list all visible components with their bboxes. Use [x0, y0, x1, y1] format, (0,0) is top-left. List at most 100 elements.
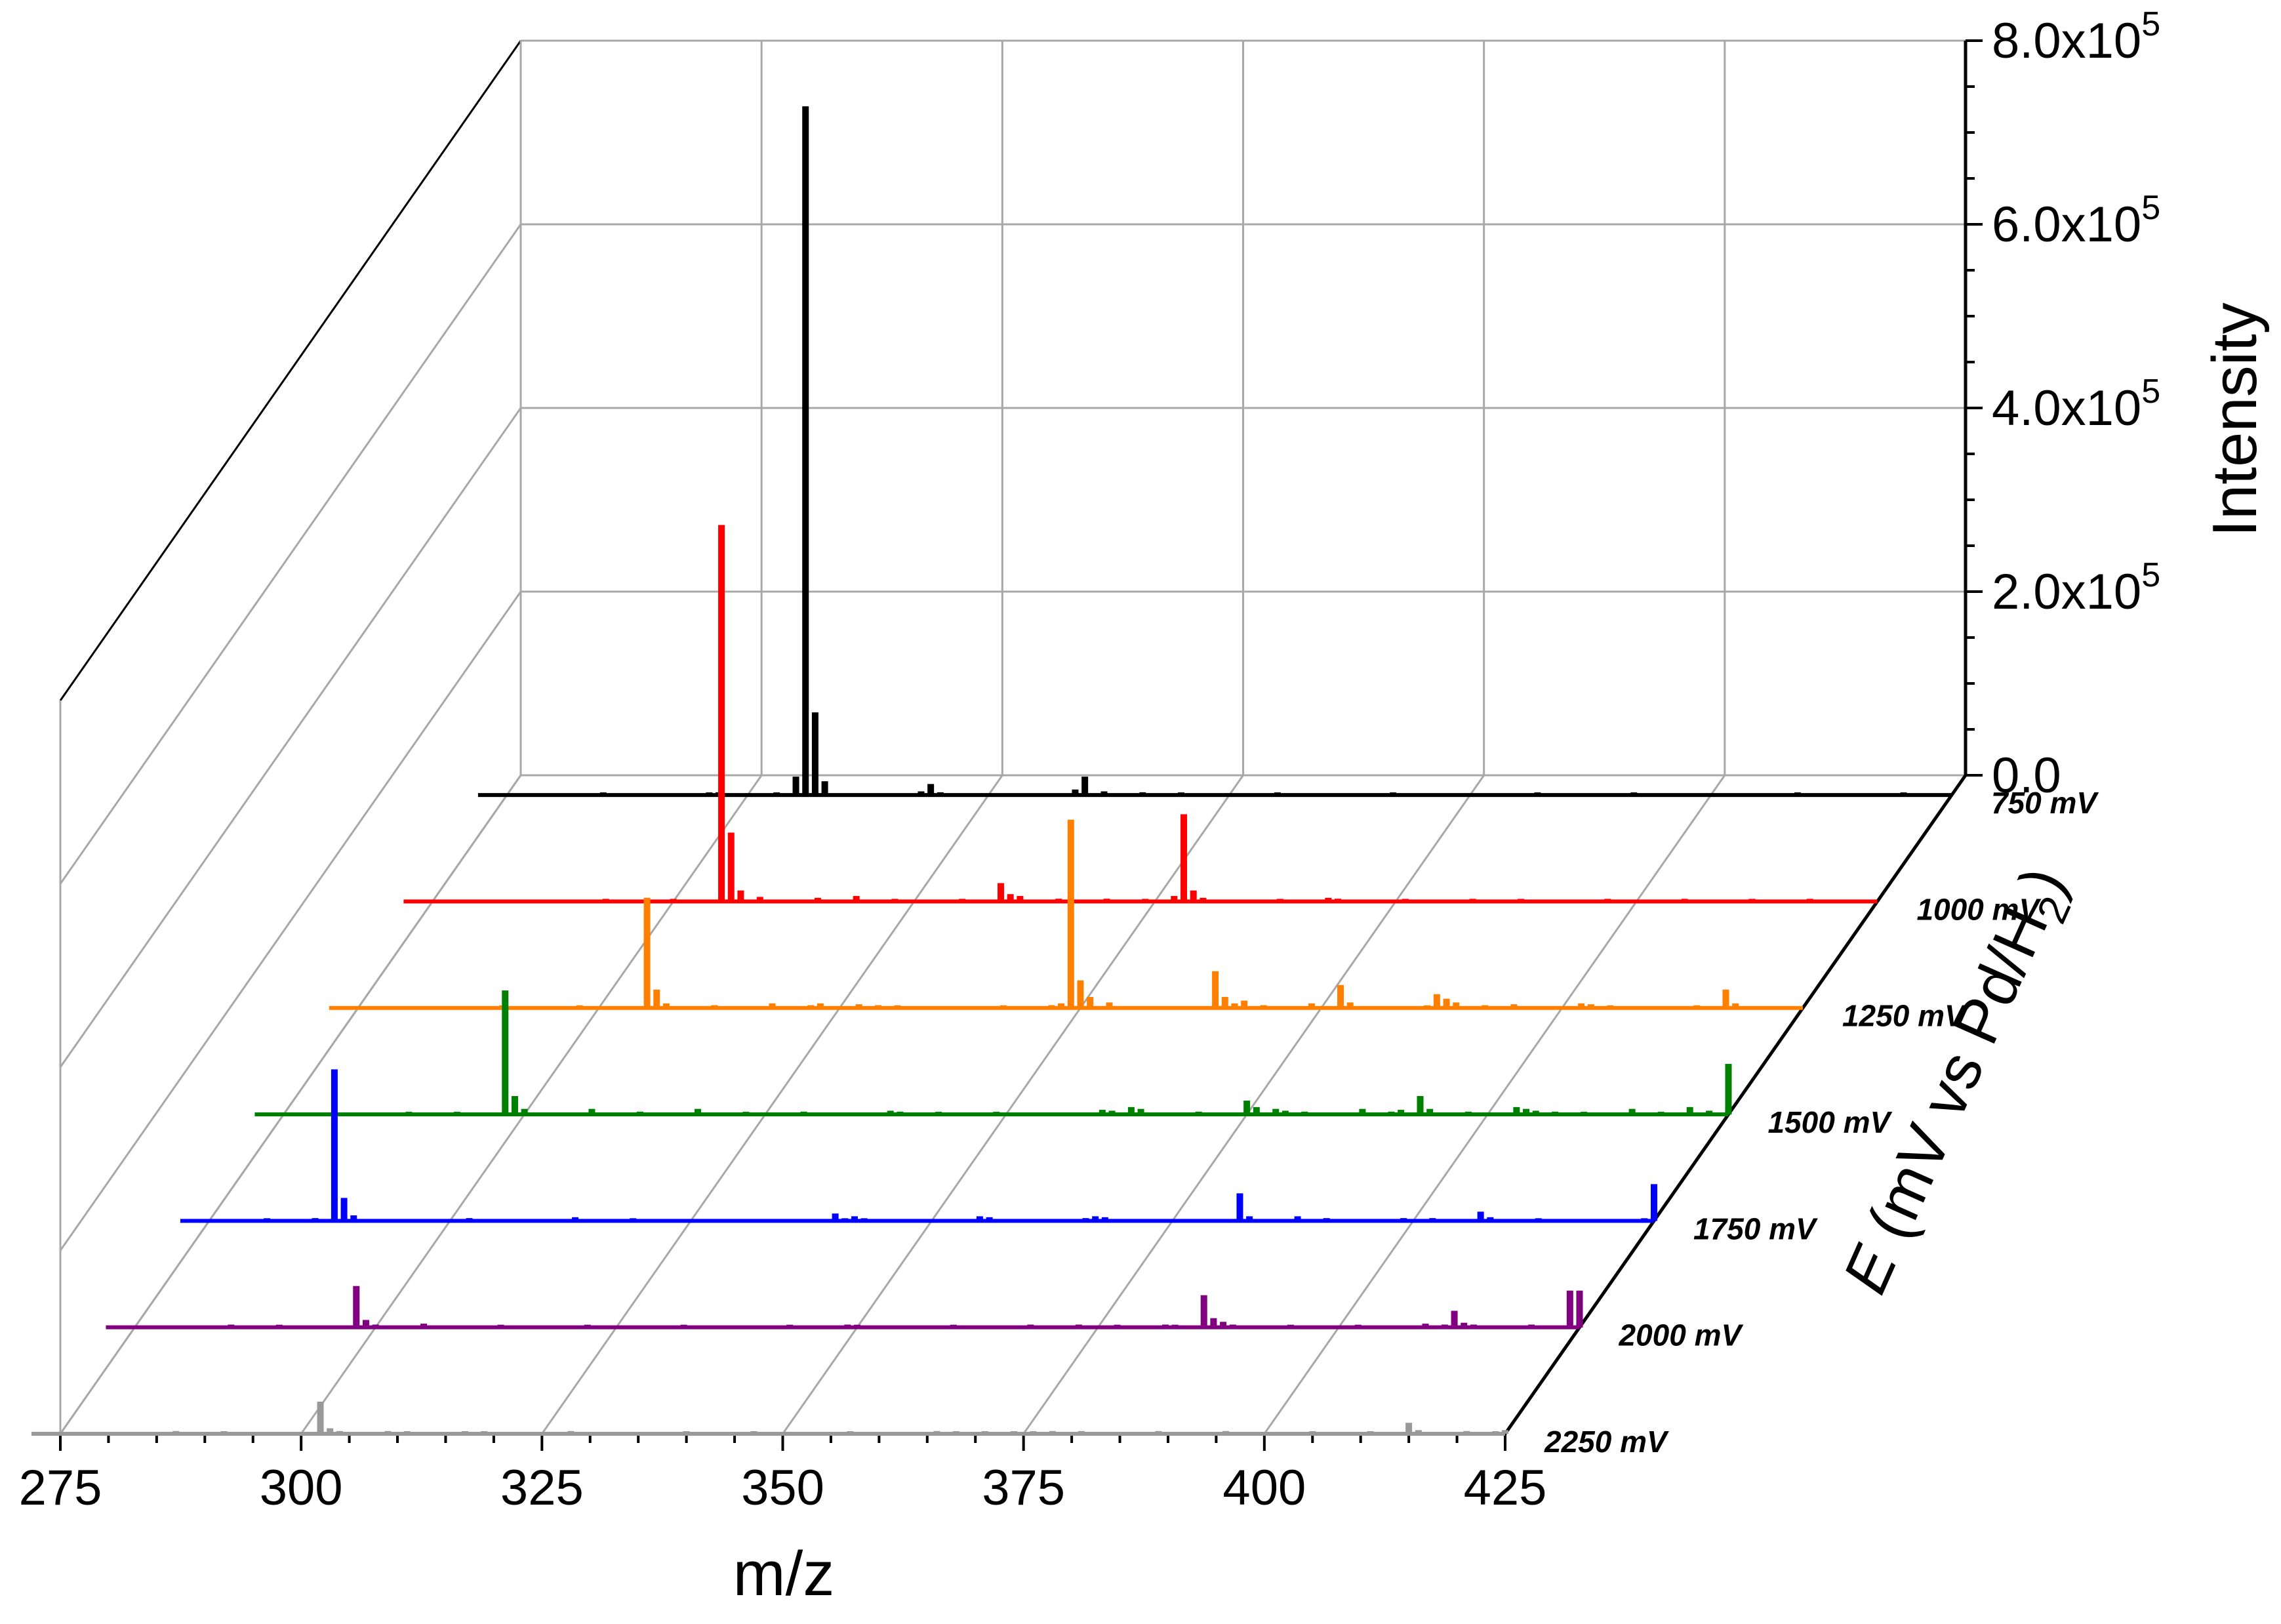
peak-stick	[567, 1431, 575, 1434]
peak-stick	[1748, 899, 1756, 902]
peak-stick	[1222, 1431, 1230, 1434]
peak-stick	[1693, 1005, 1701, 1008]
peak-stick	[466, 1218, 473, 1221]
peak-stick	[1246, 1216, 1253, 1221]
peak-stick	[718, 525, 725, 902]
peak-stick	[1566, 1290, 1573, 1328]
peak-stick	[1220, 1322, 1227, 1328]
peak-stick	[927, 784, 935, 796]
peak-stick	[1082, 1218, 1089, 1221]
z-tick-label: 4.0x105	[1992, 373, 2160, 436]
peak-stick	[572, 1217, 579, 1221]
series-2000-mV	[106, 1286, 1583, 1330]
peak-stick	[756, 897, 763, 902]
peak-stick	[1426, 1108, 1434, 1115]
series-label: 750 mV	[1991, 786, 2099, 820]
series-1000-mV	[403, 525, 1878, 904]
peak-stick	[1210, 1318, 1217, 1328]
peak-stick	[228, 1324, 235, 1328]
peak-stick	[1443, 998, 1450, 1008]
peak-stick	[891, 899, 898, 902]
peak-stick	[1400, 1218, 1407, 1221]
peak-stick	[1641, 1218, 1648, 1221]
peak-stick	[1308, 1003, 1315, 1008]
peak-stick	[1398, 1110, 1405, 1115]
peak-stick	[1581, 1112, 1588, 1115]
peak-stick	[1142, 899, 1149, 902]
peak-stick	[986, 1217, 993, 1221]
peak-stick	[1323, 1218, 1330, 1221]
peak-stick	[1354, 1324, 1362, 1328]
peak-stick	[497, 1324, 504, 1328]
peak-stick	[993, 1112, 1000, 1115]
peak-stick	[711, 1005, 718, 1008]
peak-stick	[1181, 814, 1188, 902]
peak-stick	[1510, 1004, 1518, 1008]
z-tick-label: 8.0x105	[1992, 5, 2160, 69]
peak-stick	[742, 1112, 750, 1115]
peak-stick	[461, 1431, 468, 1434]
peak-stick	[1075, 1324, 1082, 1328]
peak-stick	[403, 1431, 411, 1434]
peak-stick	[1422, 1324, 1429, 1328]
floor-grid	[300, 775, 763, 1434]
peak-stick	[340, 1198, 348, 1221]
peak-stick	[1552, 1111, 1559, 1115]
x-tick-label: 325	[500, 1460, 584, 1516]
peak-stick	[1334, 899, 1341, 902]
peak-stick	[959, 899, 966, 902]
peak-stick	[1103, 899, 1110, 902]
peak-stick	[1523, 1108, 1530, 1115]
peak-stick	[327, 1428, 334, 1434]
peak-stick	[1195, 1111, 1202, 1115]
peak-stick	[576, 1005, 583, 1008]
peak-stick	[275, 1324, 283, 1328]
peak-stick	[521, 1108, 528, 1115]
peak-stick	[683, 1431, 690, 1434]
peak-stick	[1607, 1005, 1614, 1008]
peak-stick	[1532, 1110, 1539, 1115]
peak-stick	[1231, 1003, 1238, 1008]
peak-stick	[1487, 1217, 1494, 1221]
peak-stick	[1171, 896, 1178, 902]
peak-stick	[453, 1112, 460, 1115]
peak-stick	[981, 1431, 988, 1434]
floor-grid	[782, 775, 1244, 1434]
peak-stick	[952, 1431, 959, 1434]
peak-stick	[786, 1324, 794, 1328]
peak-stick	[220, 1431, 228, 1434]
peak-stick	[1200, 897, 1207, 902]
peak-stick	[1451, 1310, 1458, 1328]
peak-stick	[1229, 1324, 1236, 1328]
peak-stick	[1578, 1003, 1585, 1008]
z-tick-label: 0.0	[1992, 748, 2061, 803]
peak-stick	[602, 899, 609, 902]
peak-stick	[1686, 1106, 1693, 1115]
peak-stick	[264, 1218, 271, 1221]
peak-stick	[1725, 1106, 1732, 1115]
series-1250-mV	[329, 819, 1803, 1010]
peak-stick	[384, 1431, 392, 1434]
peak-stick	[1402, 899, 1409, 902]
peak-stick	[317, 1402, 324, 1434]
peak-stick	[1099, 1110, 1106, 1115]
peak-stick	[643, 897, 651, 1008]
peak-stick	[933, 1431, 940, 1434]
peak-stick	[1424, 1005, 1431, 1008]
peak-stick	[875, 1005, 882, 1008]
peak-stick	[1502, 1431, 1508, 1434]
peak-stick	[1576, 1324, 1583, 1328]
peak-stick	[1087, 996, 1094, 1008]
peak-stick	[481, 1431, 488, 1434]
peak-stick	[588, 1108, 595, 1115]
peak-stick	[694, 1108, 701, 1115]
peak-stick	[372, 1324, 379, 1328]
peak-stick	[1417, 1096, 1424, 1115]
peak-stick	[1161, 1324, 1169, 1328]
peak-stick	[851, 1216, 858, 1221]
peak-stick	[853, 1324, 860, 1328]
peak-stick	[1221, 996, 1228, 1008]
peak-stick	[1294, 1216, 1301, 1221]
peak-stick	[1055, 899, 1062, 902]
peak-stick	[1650, 1215, 1657, 1221]
